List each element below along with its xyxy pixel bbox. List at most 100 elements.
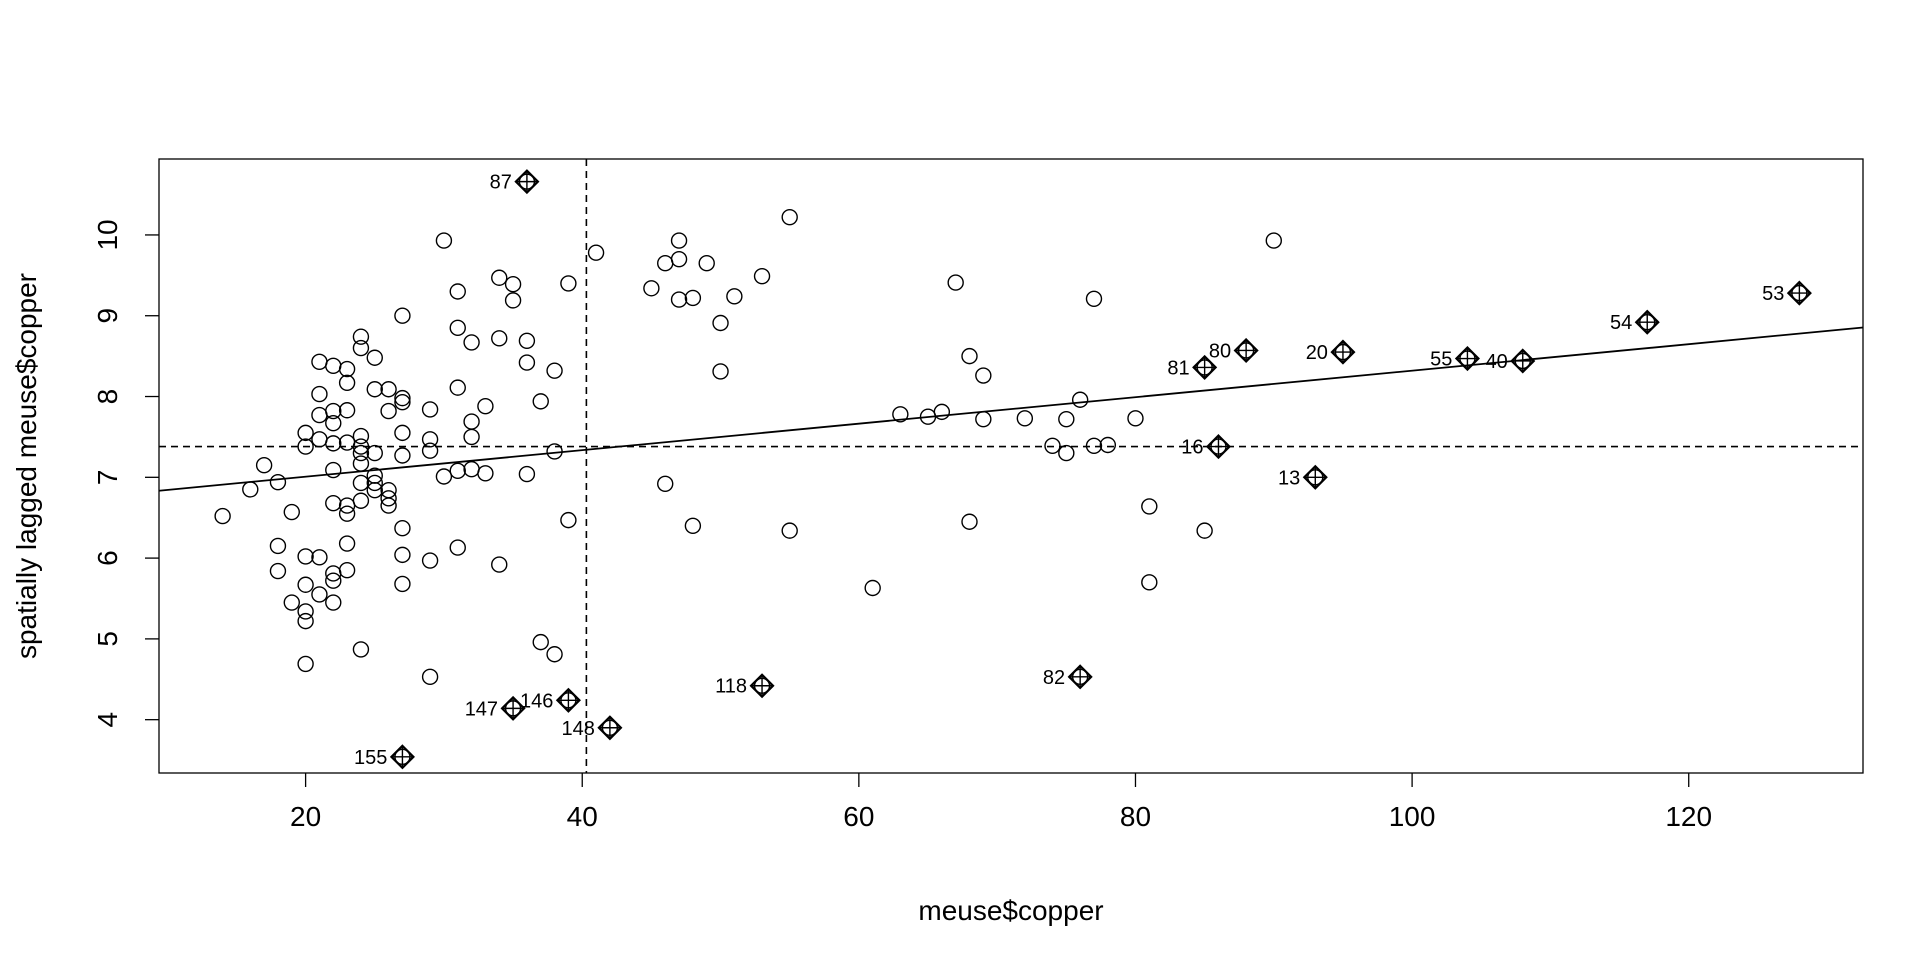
data-point <box>532 633 549 651</box>
data-point <box>1141 574 1158 591</box>
data-point <box>421 401 439 418</box>
data-point <box>1099 436 1117 454</box>
influential-point-label: 146 <box>520 690 553 712</box>
data-point <box>325 435 342 452</box>
data-point <box>491 556 508 573</box>
data-point <box>366 444 383 462</box>
data-point <box>643 280 660 297</box>
data-point <box>657 255 674 272</box>
data-point <box>394 520 411 537</box>
data-point <box>449 539 466 556</box>
x-tick-label: 80 <box>1120 801 1151 832</box>
data-point <box>1127 410 1144 427</box>
influential-point: 82 <box>1043 664 1093 690</box>
data-point <box>352 641 370 658</box>
data-point <box>421 431 439 448</box>
data-point <box>214 507 231 525</box>
data-point <box>781 522 798 539</box>
data-point <box>892 406 909 423</box>
data-point <box>781 208 798 226</box>
data-point <box>463 334 480 351</box>
data-point <box>394 424 411 442</box>
data-point <box>325 402 342 420</box>
influential-point: 81 <box>1167 354 1218 380</box>
data-point <box>352 427 370 445</box>
data-point <box>297 424 314 442</box>
data-point <box>394 307 411 324</box>
data-point <box>380 490 397 507</box>
axes: 20 40 60 80 100 120 4 5 6 7 8 9 10 <box>92 219 1712 832</box>
x-tick-label: 20 <box>290 801 321 832</box>
data-point <box>449 319 466 337</box>
data-point <box>325 594 342 611</box>
data-point <box>352 444 370 462</box>
data-point <box>518 354 536 371</box>
influential-point-label: 147 <box>465 698 498 720</box>
data-point <box>366 349 383 366</box>
data-point <box>352 328 370 345</box>
data-point <box>864 579 881 597</box>
influential-point: 148 <box>562 715 623 741</box>
influential-point-label: 54 <box>1610 312 1632 334</box>
data-point <box>338 402 356 419</box>
influential-point: 20 <box>1306 339 1356 365</box>
y-tick-label: 5 <box>92 631 123 647</box>
y-tick-label: 6 <box>92 550 123 566</box>
data-point <box>311 431 328 448</box>
data-point <box>449 283 466 300</box>
data-point <box>311 549 328 566</box>
data-point <box>961 347 978 365</box>
data-point <box>394 546 411 564</box>
influential-point-label: 40 <box>1486 351 1508 373</box>
data-point <box>421 552 439 569</box>
data-point <box>242 481 259 498</box>
reference-lines <box>158 159 1864 773</box>
data-point <box>1265 232 1282 249</box>
data-point <box>463 413 480 430</box>
data-point <box>352 455 370 472</box>
y-tick-label: 4 <box>92 712 123 728</box>
data-point <box>546 646 563 663</box>
data-point <box>670 250 688 268</box>
influential-point: 16 <box>1181 434 1232 460</box>
influential-point-label: 155 <box>354 747 387 769</box>
influential-point: 13 <box>1278 464 1328 490</box>
data-point <box>449 462 466 480</box>
data-point <box>311 586 328 603</box>
data-point <box>933 403 951 421</box>
data-point <box>712 363 729 380</box>
data-point <box>532 393 549 410</box>
data-point <box>366 381 383 398</box>
data-point <box>504 276 522 293</box>
data-point <box>297 612 314 630</box>
data-point <box>463 461 480 478</box>
data-point <box>325 461 342 479</box>
influential-point: 155 <box>354 744 415 770</box>
data-point <box>753 267 771 285</box>
influential-point-label: 20 <box>1306 342 1328 364</box>
data-point <box>504 292 522 309</box>
data-point <box>684 517 702 534</box>
influential-point-label: 148 <box>562 718 595 740</box>
data-point <box>380 402 397 420</box>
data-point <box>1071 391 1089 408</box>
data-point <box>712 314 729 332</box>
data-point <box>1141 498 1158 515</box>
data-point <box>338 562 356 579</box>
data-point <box>518 332 536 349</box>
data-point <box>338 360 356 378</box>
influential-point-label: 81 <box>1167 357 1189 379</box>
data-point <box>366 482 383 499</box>
data-point <box>352 339 370 357</box>
data-point <box>338 434 356 451</box>
data-point <box>684 289 702 307</box>
data-point <box>670 291 688 308</box>
data-point <box>325 572 342 589</box>
data-point <box>366 474 383 492</box>
data-point <box>435 232 453 249</box>
data-point <box>463 428 480 446</box>
y-tick-label: 7 <box>92 470 123 486</box>
influential-point-label: 80 <box>1209 340 1231 362</box>
data-point <box>975 410 992 428</box>
y-tick-label: 9 <box>92 308 123 324</box>
